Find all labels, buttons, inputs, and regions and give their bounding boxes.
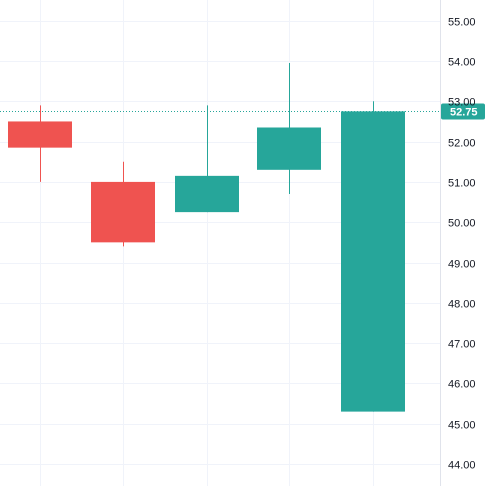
y-tick-label: 48.00 bbox=[448, 299, 476, 311]
candle bbox=[257, 63, 321, 194]
last-price-line: 52.75 bbox=[0, 103, 485, 120]
candle-body bbox=[175, 175, 239, 213]
candle bbox=[8, 105, 72, 182]
y-tick-label: 55.00 bbox=[448, 17, 476, 29]
y-tick-label: 51.00 bbox=[448, 178, 476, 190]
last-price-label: 52.75 bbox=[450, 107, 478, 119]
y-tick-label: 44.00 bbox=[448, 460, 476, 472]
candles bbox=[8, 63, 405, 412]
y-tick-label: 47.00 bbox=[448, 339, 476, 351]
y-axis: 44.00 45.00 46.00 47.00 48.00 49.00 50.00 51.00… bbox=[448, 17, 476, 472]
y-tick-label: 54.00 bbox=[448, 57, 476, 69]
candle-body bbox=[91, 181, 155, 243]
candle-body bbox=[341, 111, 405, 412]
y-tick-label: 49.00 bbox=[448, 259, 476, 271]
y-tick-label: 46.00 bbox=[448, 379, 476, 391]
candle bbox=[91, 161, 155, 247]
y-tick-label: 53.00 bbox=[448, 97, 476, 109]
candle-body bbox=[8, 121, 72, 148]
candle bbox=[175, 105, 239, 213]
y-tick-label: 50.00 bbox=[448, 218, 476, 230]
y-tick-label: 45.00 bbox=[448, 420, 476, 432]
candle-body bbox=[257, 127, 321, 170]
last-price-label-bg bbox=[441, 103, 485, 120]
y-tick-label: 52.00 bbox=[448, 138, 476, 150]
candle bbox=[341, 101, 405, 412]
